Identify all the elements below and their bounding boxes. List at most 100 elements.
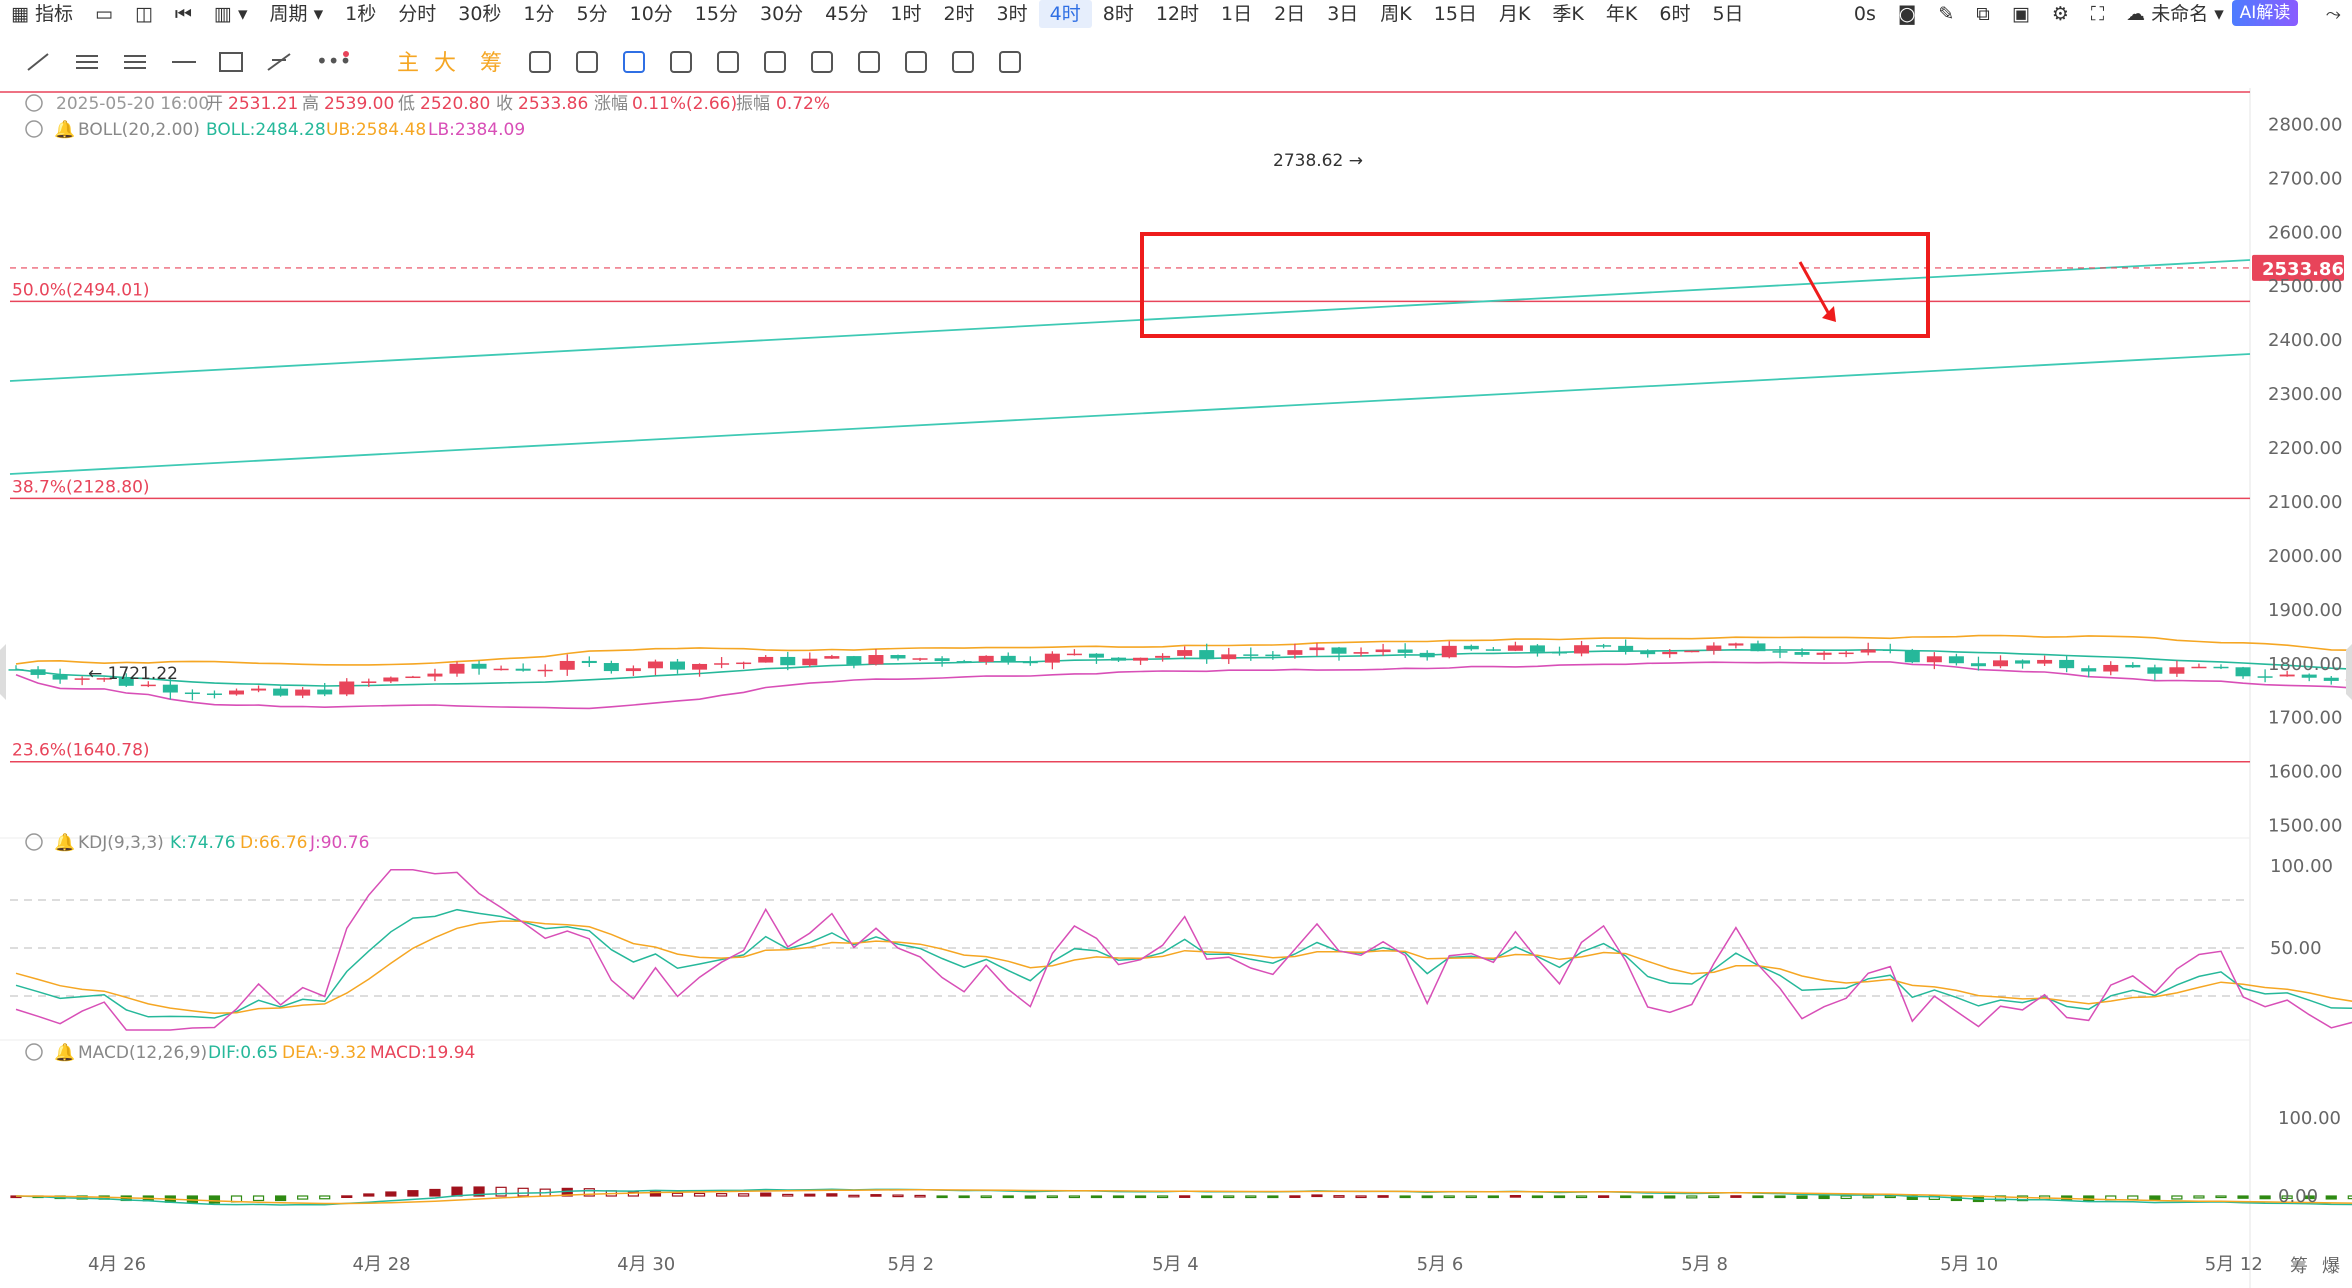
period-tab-30分[interactable]: 30分 [759, 3, 804, 25]
period-tab-15分[interactable]: 15分 [694, 3, 738, 25]
macd-bar [1024, 1195, 1036, 1199]
candle-body [96, 678, 112, 680]
candle [1441, 641, 1457, 659]
candle-body [2213, 666, 2229, 669]
filter-icon[interactable] [952, 51, 974, 73]
more-icon[interactable]: ••• [316, 49, 351, 73]
period-tab-1日[interactable]: 1日 [1221, 3, 1253, 25]
candle-body [1750, 643, 1766, 652]
candle-body [1552, 651, 1567, 654]
trash-icon[interactable] [999, 51, 1021, 73]
candle [2169, 660, 2185, 677]
close-value: 2533.86 [518, 94, 588, 114]
candle-body [1618, 645, 1634, 651]
boll-lb: LB:2384.09 [428, 120, 525, 140]
period-tab-1秒[interactable]: 1秒 [345, 3, 377, 25]
candle [2301, 673, 2317, 682]
period-tab-15日[interactable]: 15日 [1433, 3, 1477, 25]
layout-icon[interactable]: ◫ [134, 3, 153, 25]
period-tab-10分[interactable]: 10分 [629, 3, 673, 25]
macd-dif-line [15, 1188, 2352, 1206]
period-tab-季K[interactable]: 季K [1552, 3, 1584, 25]
period-tab-月K[interactable]: 月K [1498, 3, 1531, 25]
collapse-icon[interactable] [25, 833, 43, 851]
collapse-icon[interactable] [25, 120, 43, 138]
period-tab-1时[interactable]: 1时 [890, 3, 922, 25]
period-tab-12时[interactable]: 12时 [1155, 3, 1200, 25]
delete-icon[interactable] [811, 51, 833, 73]
period-tab-年K[interactable]: 年K [1605, 3, 1638, 25]
candle [96, 677, 112, 682]
period-tab-分时[interactable]: 分时 [398, 3, 437, 25]
period-tab-5分[interactable]: 5分 [576, 3, 608, 25]
save-icon[interactable]: ▣ [2011, 3, 2030, 25]
candle [2103, 661, 2119, 676]
bell-icon[interactable]: 🔔 [54, 120, 75, 140]
chart-type-icon[interactable]: ▥ ▾ [214, 3, 248, 25]
period-tab-4时[interactable]: 4时 [1038, 0, 1092, 28]
period-tab-6时[interactable]: 6时 [1659, 3, 1691, 25]
right-panel-handle[interactable] [2346, 644, 2352, 700]
magnet-icon[interactable] [529, 51, 551, 73]
macd-bar [2127, 1195, 2139, 1201]
copy-icon[interactable] [623, 51, 645, 73]
period-tab-3日[interactable]: 3日 [1327, 3, 1359, 25]
trend-line-icon[interactable] [27, 53, 49, 71]
period-tab-1分[interactable]: 1分 [523, 3, 555, 25]
gear-icon[interactable]: ⚙ [2051, 3, 2069, 25]
eraser-icon[interactable] [576, 51, 598, 73]
boll-lower-line [15, 661, 2352, 710]
period-tab-5日[interactable]: 5日 [1712, 3, 1744, 25]
period-tab-45分[interactable]: 45分 [825, 3, 869, 25]
pencil-icon[interactable]: ✎ [1938, 3, 1955, 25]
layout-name-dropdown[interactable]: ☁ 未命名 ▾ [2126, 3, 2224, 25]
toggle-main[interactable]: 主 [397, 51, 419, 76]
period-tab-2时[interactable]: 2时 [943, 3, 975, 25]
period-dropdown[interactable]: 周期 ▾ [269, 3, 324, 25]
fib-icon[interactable] [267, 53, 291, 71]
fullscreen-icon[interactable]: ⛶ [2090, 3, 2105, 25]
kdj-d: D:66.76 [240, 833, 308, 853]
candles-icon[interactable] [764, 51, 786, 73]
kdj-k-line [15, 908, 2352, 1019]
macd-bar [1311, 1194, 1323, 1198]
collapse-icon[interactable] [25, 1043, 43, 1061]
candle [1419, 650, 1435, 661]
lock-icon[interactable] [905, 51, 927, 73]
macd-bar [1267, 1195, 1279, 1199]
camera-icon[interactable]: ◙ [1897, 3, 1917, 25]
ruler-icon[interactable] [670, 51, 692, 73]
macd-bar [2347, 1195, 2352, 1200]
period-tab-3时[interactable]: 3时 [996, 3, 1028, 25]
candle [2125, 662, 2141, 668]
indicators-button[interactable]: ▦ 指标 [11, 3, 73, 25]
window-icon[interactable]: ⧉ [1976, 3, 1990, 25]
candle-body [229, 690, 244, 695]
calendar-icon[interactable]: ▭ [95, 3, 113, 25]
rect-icon[interactable] [219, 52, 243, 72]
candle [1000, 652, 1016, 665]
parallel-icon[interactable] [76, 55, 98, 69]
note-icon[interactable] [858, 51, 880, 73]
left-panel-handle[interactable] [0, 644, 6, 700]
ai-interpret-button[interactable]: AI解读 [2232, 0, 2298, 26]
replay-icon[interactable]: ⏮ [174, 3, 193, 25]
bell-icon[interactable]: 🔔 [54, 833, 75, 853]
chip-button[interactable]: 筹 [2290, 1256, 2308, 1277]
date-tick: 4月 26 [88, 1254, 146, 1275]
candle [2015, 659, 2031, 669]
brush-icon[interactable] [717, 51, 739, 73]
period-tab-2日[interactable]: 2日 [1274, 3, 1306, 25]
period-tab-8时[interactable]: 8时 [1102, 3, 1134, 25]
candle [1243, 647, 1259, 661]
collapse-icon[interactable] [25, 94, 43, 112]
period-tab-30秒[interactable]: 30秒 [458, 3, 502, 25]
toggle-chip[interactable]: 筹 [480, 51, 502, 76]
share-icon[interactable]: ⤳ [2325, 3, 2341, 25]
burst-button[interactable]: 爆 [2322, 1256, 2340, 1277]
candle [603, 660, 619, 674]
period-tab-周K[interactable]: 周K [1380, 3, 1412, 25]
channel-icon[interactable] [124, 55, 146, 69]
bell-icon[interactable]: 🔔 [54, 1043, 75, 1063]
toggle-big[interactable]: 大 [434, 51, 456, 76]
